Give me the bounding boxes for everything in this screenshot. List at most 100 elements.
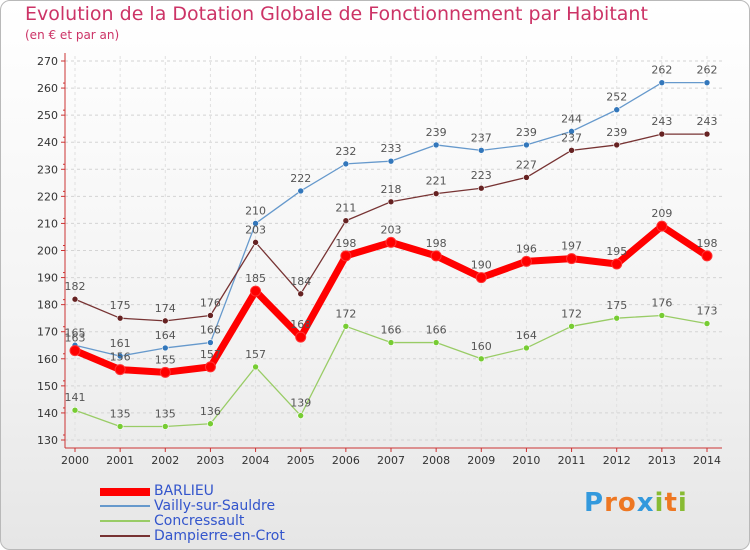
data-point xyxy=(159,366,171,378)
y-tick-label: 150 xyxy=(37,380,58,393)
data-label: 209 xyxy=(651,207,672,220)
data-label: 176 xyxy=(200,296,221,309)
data-point xyxy=(568,322,575,330)
data-point xyxy=(387,198,395,206)
data-label: 252 xyxy=(606,91,627,104)
y-tick-label: 230 xyxy=(37,163,58,176)
logo-letter: i xyxy=(654,488,665,518)
legend-swatch xyxy=(100,535,150,537)
y-tick-label: 190 xyxy=(37,272,58,285)
x-tick-label: 2008 xyxy=(422,454,450,467)
data-label: 221 xyxy=(426,175,447,188)
data-label: 203 xyxy=(245,223,266,236)
data-point xyxy=(477,147,485,154)
data-point xyxy=(250,285,262,297)
data-point xyxy=(116,314,124,322)
data-point xyxy=(342,322,350,330)
data-label: 172 xyxy=(561,307,582,320)
data-point xyxy=(114,364,126,376)
data-label: 156 xyxy=(110,351,131,364)
legend-label: Concressault xyxy=(154,513,245,529)
y-tick-label: 170 xyxy=(37,326,58,339)
data-point xyxy=(432,190,440,197)
y-tick-label: 130 xyxy=(37,434,58,447)
chart-subtitle: (en € et par an) xyxy=(25,28,120,42)
data-label: 141 xyxy=(65,391,86,404)
data-point xyxy=(252,239,259,246)
data-label: 165 xyxy=(65,326,86,339)
data-label: 164 xyxy=(516,329,537,342)
x-tick-label: 2001 xyxy=(106,454,134,467)
data-label: 136 xyxy=(200,405,221,418)
y-tick-label: 210 xyxy=(37,217,58,230)
logo-letter: x xyxy=(636,488,655,518)
data-point xyxy=(207,312,214,319)
data-point xyxy=(161,317,169,325)
data-label: 262 xyxy=(697,64,718,77)
data-label: 239 xyxy=(516,126,537,139)
data-point xyxy=(658,312,666,319)
data-label: 232 xyxy=(335,145,356,158)
data-point xyxy=(297,187,305,195)
data-point xyxy=(701,250,713,262)
data-label: 157 xyxy=(200,348,221,361)
logo-letter: t xyxy=(664,488,678,518)
legend-label: BARLIEU xyxy=(154,483,214,499)
data-point xyxy=(658,130,666,138)
data-point xyxy=(613,314,621,322)
data-point xyxy=(295,331,307,343)
data-point xyxy=(475,272,487,284)
data-point xyxy=(387,157,395,165)
data-label: 175 xyxy=(110,299,131,312)
data-point xyxy=(207,420,214,428)
data-label: 166 xyxy=(200,324,221,337)
data-label: 197 xyxy=(561,240,582,253)
y-tick-label: 240 xyxy=(37,136,58,149)
legend-item-dampierre-en-crot[interactable]: Dampierre-en-Crot xyxy=(100,529,360,544)
y-tick-label: 160 xyxy=(37,353,58,366)
data-label: 223 xyxy=(471,169,492,182)
data-point xyxy=(656,220,668,232)
legend-label: Vailly-sur-Sauldre xyxy=(154,498,276,514)
legend-item-barlieu[interactable]: BARLIEU xyxy=(100,484,360,499)
data-point xyxy=(477,184,485,192)
data-label: 182 xyxy=(65,280,86,293)
data-label: 196 xyxy=(516,242,537,255)
data-point xyxy=(297,290,305,298)
data-label: 243 xyxy=(651,115,672,128)
data-label: 211 xyxy=(335,202,356,215)
x-tick-label: 2004 xyxy=(242,454,270,467)
data-point xyxy=(69,345,81,357)
data-point xyxy=(385,236,397,248)
data-label: 135 xyxy=(155,407,176,420)
data-label: 174 xyxy=(155,302,176,315)
data-point xyxy=(523,344,530,352)
y-tick-label: 200 xyxy=(37,245,58,258)
data-point xyxy=(252,220,259,227)
chart-title: Evolution de la Dotation Globale de Fonc… xyxy=(25,3,648,25)
data-label: 176 xyxy=(651,296,672,309)
legend-item-vailly-sur-sauldre[interactable]: Vailly-sur-Sauldre xyxy=(100,499,360,514)
y-tick-label: 140 xyxy=(37,407,58,420)
data-label: 198 xyxy=(697,237,718,250)
logo-letter: r xyxy=(604,488,618,518)
x-tick-label: 2003 xyxy=(196,454,224,467)
data-label: 172 xyxy=(335,307,356,320)
data-label: 227 xyxy=(516,158,537,171)
x-tick-label: 2011 xyxy=(558,454,586,467)
data-label: 157 xyxy=(245,348,266,361)
data-point xyxy=(523,141,530,149)
data-point xyxy=(432,339,440,346)
data-point xyxy=(204,361,216,373)
y-tick-label: 270 xyxy=(37,55,58,68)
data-label: 155 xyxy=(155,353,176,366)
data-point xyxy=(523,174,530,181)
data-point xyxy=(658,79,666,86)
x-tick-label: 2002 xyxy=(151,454,179,467)
logo-letter: i xyxy=(677,488,688,518)
legend-item-concressault[interactable]: Concressault xyxy=(100,514,360,529)
data-label: 222 xyxy=(290,172,311,185)
data-label: 161 xyxy=(110,337,131,350)
data-point xyxy=(613,106,621,114)
data-point xyxy=(387,339,395,346)
